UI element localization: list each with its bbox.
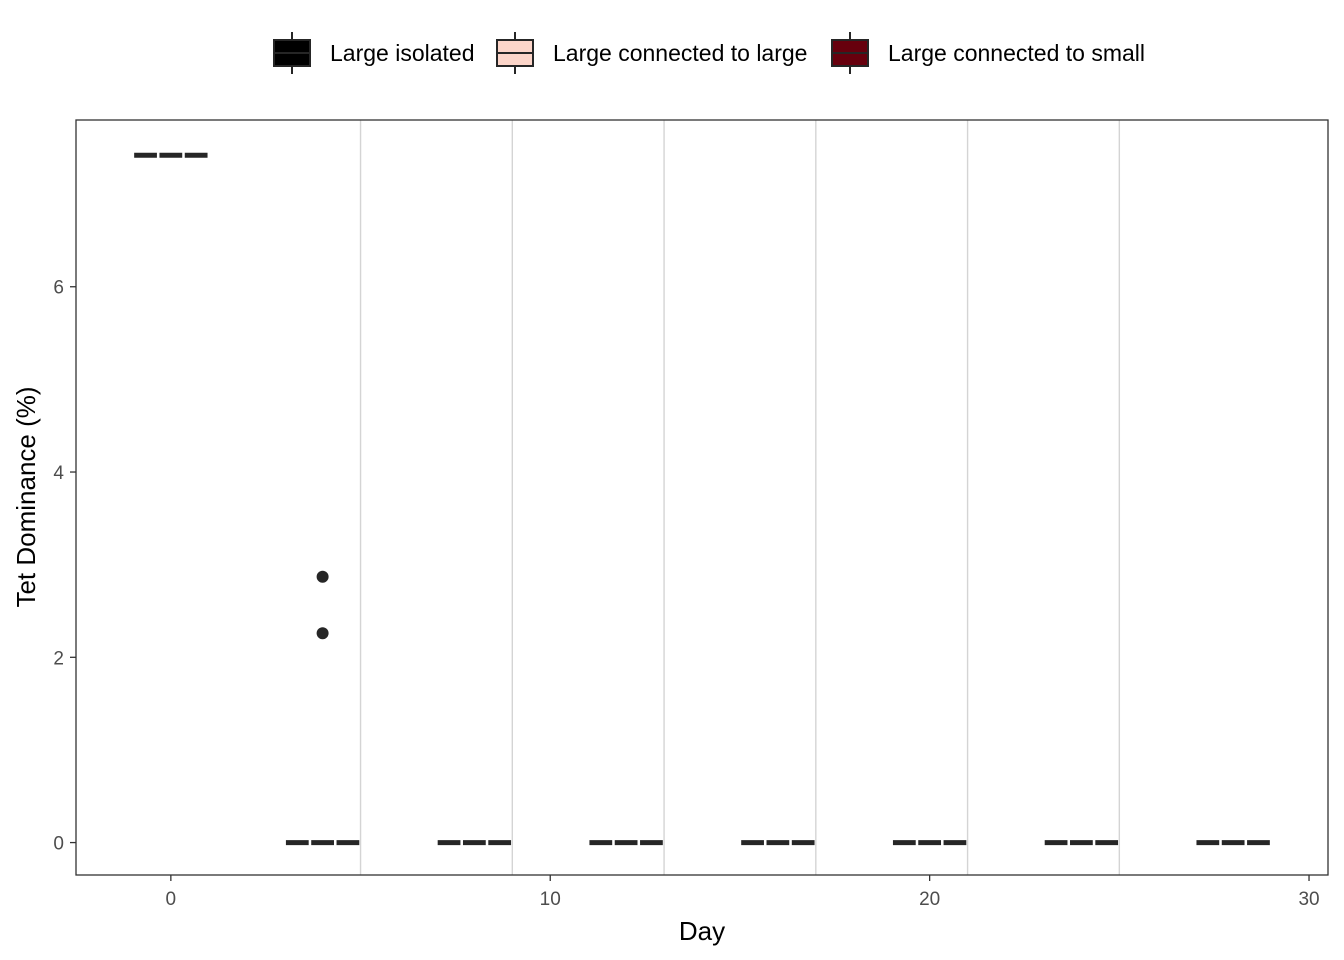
y-tick-label-0: 0 — [53, 834, 64, 855]
outlier-point-0 — [316, 570, 329, 583]
axes: 0 10 20 30 0 2 4 6 — [53, 278, 1319, 910]
plot-panel — [76, 120, 1328, 875]
x-tick-label-1: 10 — [540, 889, 561, 910]
legend-item-large-connected-to-large: Large connected to large — [496, 32, 807, 74]
x-tick-label-3: 30 — [1298, 889, 1319, 910]
plot-border — [75, 119, 1329, 876]
legend-item-large-isolated: Large isolated — [273, 32, 475, 74]
x-axis-title: Day — [679, 916, 725, 946]
x-tick-label-2: 20 — [919, 889, 940, 910]
legend-label: Large connected to large — [553, 40, 807, 66]
legend-label: Large connected to small — [888, 40, 1145, 66]
chart-marks — [134, 152, 1270, 846]
y-tick-label-1: 2 — [53, 648, 64, 669]
legend: Large isolated Large connected to large La… — [273, 32, 1145, 74]
grid-lines — [359, 120, 1121, 875]
legend-item-large-connected-to-small: Large connected to small — [831, 32, 1145, 74]
y-axis-title: Tet Dominance (%) — [11, 386, 41, 607]
legend-label: Large isolated — [330, 40, 475, 66]
y-tick-label-2: 4 — [53, 463, 64, 484]
outlier-point-1 — [316, 627, 329, 640]
x-tick-label-0: 0 — [166, 889, 177, 910]
y-tick-label-3: 6 — [53, 278, 64, 299]
